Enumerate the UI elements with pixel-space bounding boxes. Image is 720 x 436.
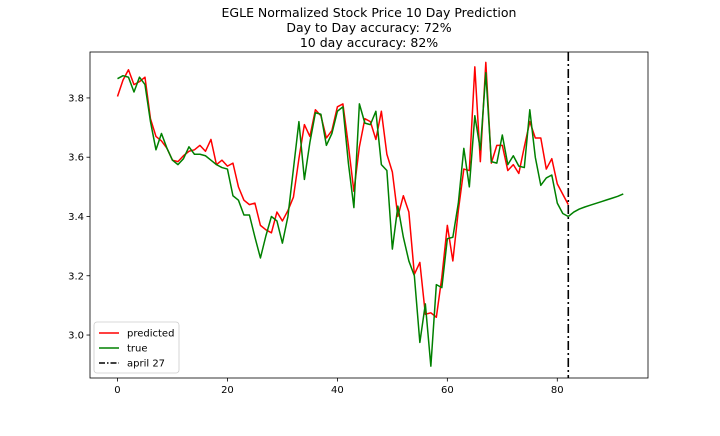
legend: predicted true april 27 xyxy=(93,321,180,374)
y-tick-label: 3.8 xyxy=(68,93,84,104)
forecast-series-line xyxy=(567,193,624,218)
chart-title: EGLE Normalized Stock Price 10 Day Predi… xyxy=(222,5,517,50)
plot-area-frame xyxy=(89,51,649,379)
legend-label-true: true xyxy=(127,344,148,355)
x-tick-label: 20 xyxy=(221,385,234,396)
x-tick-label: 40 xyxy=(331,385,344,396)
y-axis: 3.0 3.2 3.4 3.6 3.8 xyxy=(68,93,90,342)
x-tick-label: 80 xyxy=(551,385,564,396)
x-axis: 0 20 40 60 80 xyxy=(114,378,564,396)
predicted-series-line xyxy=(116,61,569,318)
y-tick-label: 3.0 xyxy=(68,331,84,342)
y-tick-label: 3.6 xyxy=(68,153,84,164)
title-line-2: Day to Day accuracy: 72% xyxy=(286,20,451,35)
y-tick-label: 3.2 xyxy=(68,271,84,282)
x-tick-label: 60 xyxy=(441,385,454,396)
title-line-1: EGLE Normalized Stock Price 10 Day Predi… xyxy=(222,5,517,20)
x-tick-label: 0 xyxy=(114,385,120,396)
y-tick-label: 3.4 xyxy=(68,212,84,223)
legend-label-april-27: april 27 xyxy=(127,359,165,370)
title-line-3: 10 day accuracy: 82% xyxy=(300,35,438,50)
legend-label-predicted: predicted xyxy=(127,329,174,340)
legend-box xyxy=(93,321,180,374)
true-series-line xyxy=(117,72,569,367)
series-layer xyxy=(116,61,624,367)
